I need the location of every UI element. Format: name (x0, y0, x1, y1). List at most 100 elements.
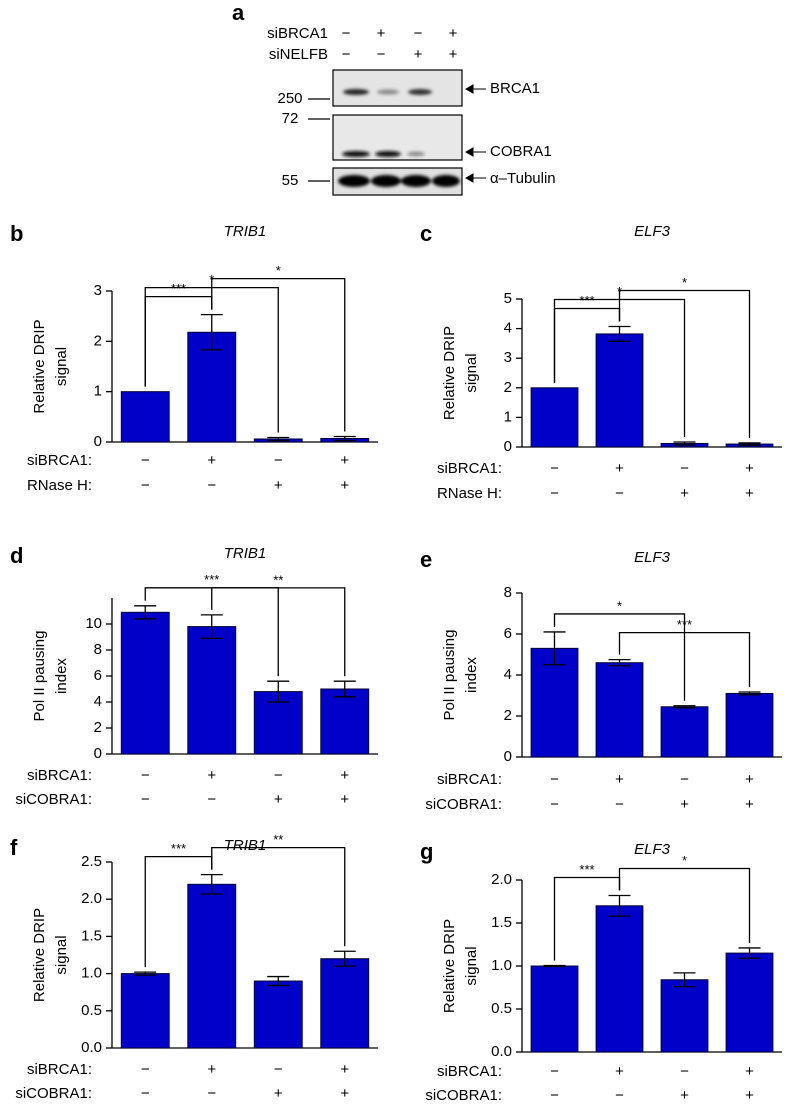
bar (530, 965, 579, 1053)
significance-bracket (553, 613, 686, 701)
y-tick-label: 10 (85, 615, 102, 632)
bar (660, 706, 709, 758)
condition-sign: − (550, 485, 559, 502)
condition-name: siNELFB (269, 46, 328, 63)
panel-label: b (10, 221, 23, 246)
condition-name: siCOBRA1: (425, 1087, 502, 1104)
significance-label: * (617, 598, 622, 613)
condition-sign: + (745, 796, 754, 813)
arrow (464, 173, 486, 183)
bar (595, 905, 644, 1053)
arrow (464, 84, 486, 94)
condition-sign: + (207, 452, 216, 469)
bar (660, 979, 709, 1053)
significance-bracket (211, 846, 346, 947)
condition-sign: − (550, 1087, 559, 1104)
y-tick-label: 1 (504, 408, 512, 425)
error-bar (134, 971, 157, 976)
significance-label: *** (171, 841, 186, 856)
error-bar (134, 605, 157, 620)
y-axis-label: Relative DRIP (441, 326, 458, 420)
condition-name: siBRCA1 (267, 25, 328, 42)
bar (595, 662, 644, 758)
condition-sign: + (449, 46, 458, 63)
condition-name: siBRCA1: (27, 767, 92, 784)
bar (187, 883, 237, 1049)
condition-sign: − (615, 1087, 624, 1104)
y-axis-label: index (53, 658, 70, 694)
condition-sign: − (141, 477, 150, 494)
condition-sign: + (680, 485, 689, 502)
condition-sign: + (274, 1085, 283, 1102)
chart-title: ELF3 (634, 223, 671, 240)
band-label: α–Tubulin (490, 170, 556, 187)
condition-sign: + (745, 771, 754, 788)
y-axis-label: Pol II pausing (441, 630, 458, 721)
marker-label: 55 (282, 172, 299, 189)
error-bar (333, 435, 356, 442)
panel-label: c (420, 221, 432, 246)
condition-sign: + (340, 452, 349, 469)
y-tick-label: 0.5 (491, 1000, 512, 1017)
significance-label: *** (204, 572, 219, 587)
significance-label: *** (579, 862, 594, 877)
condition-sign: + (745, 1087, 754, 1104)
error-bar (738, 442, 761, 446)
bar (120, 391, 170, 443)
condition-name: siCOBRA1: (425, 796, 502, 813)
marker-label: 250 (277, 90, 302, 107)
marker-label: 72 (282, 110, 299, 127)
error-bar (267, 436, 290, 442)
bar (725, 952, 774, 1053)
condition-sign: − (615, 485, 624, 502)
y-tick-label: 8 (504, 584, 512, 601)
bands (338, 89, 460, 187)
condition-sign: + (274, 477, 283, 494)
bar (320, 688, 370, 755)
error-bar (267, 975, 290, 987)
condition-sign: + (745, 460, 754, 477)
y-axis-label: Relative DRIP (31, 319, 48, 413)
bar (187, 626, 237, 755)
chart-title: ELF3 (634, 549, 671, 566)
condition-sign: + (449, 25, 458, 42)
chart-title: TRIB1 (224, 223, 267, 240)
error-bar (673, 972, 696, 988)
significance-label: ** (273, 832, 283, 847)
band-label: BRCA1 (490, 80, 540, 97)
panel-label: f (10, 835, 18, 860)
condition-sign: + (207, 1061, 216, 1078)
y-tick-label: 1.0 (81, 965, 102, 982)
y-tick-label: 4 (504, 666, 512, 683)
y-tick-label: 2.0 (491, 871, 512, 888)
y-tick-label: 2.0 (81, 890, 102, 907)
condition-sign: + (377, 25, 386, 42)
significance-label: * (682, 275, 687, 290)
y-tick-label: 0 (504, 748, 512, 765)
error-bar (608, 894, 631, 917)
panel-label: g (420, 839, 433, 864)
condition-sign: − (615, 796, 624, 813)
condition-sign: + (274, 791, 283, 808)
y-tick-label: 0.0 (81, 1039, 102, 1056)
condition-sign: − (274, 452, 283, 469)
blot-box (332, 69, 463, 107)
chart-title: ELF3 (634, 841, 671, 858)
error-bar (608, 658, 631, 667)
error-bar (200, 614, 223, 639)
y-tick-label: 1.5 (81, 927, 102, 944)
bar (320, 958, 370, 1049)
condition-name: siBRCA1: (437, 460, 502, 477)
condition-sign: + (340, 1061, 349, 1078)
condition-sign: − (342, 25, 351, 42)
error-bar (673, 441, 696, 446)
significance-bracket (618, 289, 751, 438)
error-bar (543, 964, 566, 968)
error-bar (200, 873, 223, 895)
y-tick-label: 8 (94, 641, 102, 658)
significance-label: *** (171, 281, 186, 296)
y-tick-label: 4 (94, 693, 102, 710)
condition-sign: − (141, 1085, 150, 1102)
condition-sign: − (342, 46, 351, 63)
condition-sign: − (550, 771, 559, 788)
